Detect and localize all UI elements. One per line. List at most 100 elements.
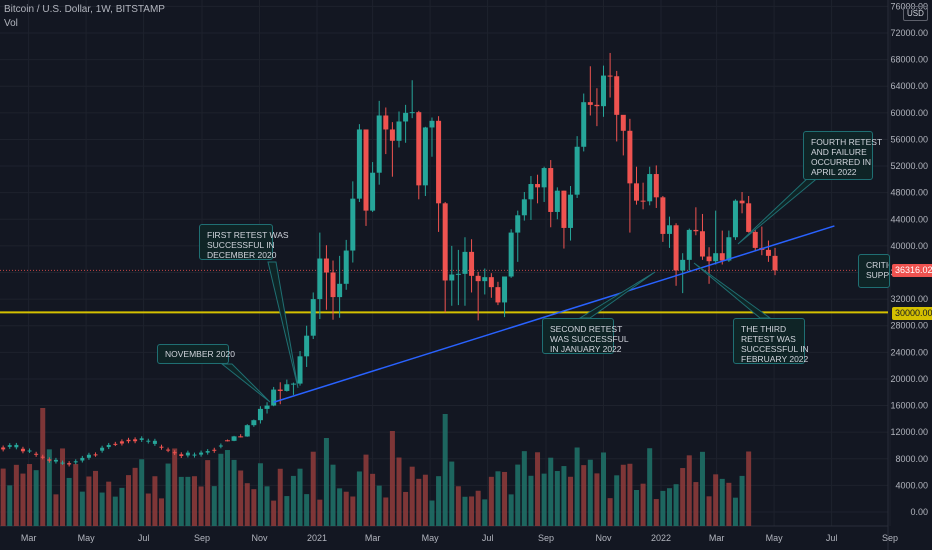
candle-body	[541, 168, 547, 188]
candle-body	[746, 203, 752, 232]
volume-bar	[244, 483, 250, 526]
candle-body	[126, 439, 131, 442]
candle-body	[436, 120, 442, 204]
candle-body	[238, 436, 244, 438]
volume-bar	[502, 471, 508, 526]
volume-bar	[739, 475, 745, 526]
candle-body	[581, 102, 587, 147]
candle-body	[488, 277, 494, 288]
volume-label: Vol	[4, 18, 18, 29]
y-tick-label: 20000.00	[890, 374, 928, 384]
candle-body	[139, 438, 144, 440]
candle-body	[304, 335, 310, 357]
candle-body	[100, 447, 105, 451]
volume-bar	[561, 466, 567, 526]
candle-body	[752, 231, 758, 248]
x-tick-label: Sep	[538, 533, 554, 543]
candle-body	[224, 440, 230, 442]
volume-bar	[191, 476, 197, 526]
volume-bar	[673, 484, 679, 526]
candle-body	[337, 283, 343, 298]
candle-body	[475, 275, 481, 282]
volume-bar	[126, 475, 132, 526]
candle-body	[53, 459, 58, 462]
candle-body	[257, 408, 263, 421]
candle-body	[502, 276, 508, 303]
volume-bar	[541, 473, 547, 526]
candle-body	[699, 231, 705, 257]
candle-body	[462, 251, 468, 274]
volume-bar	[205, 460, 211, 526]
candle-body	[422, 127, 428, 186]
candle-body	[106, 444, 111, 448]
volume-bar	[614, 475, 620, 526]
volume-bar	[251, 489, 257, 526]
candle-body	[205, 451, 210, 453]
candle-body	[244, 425, 250, 437]
x-tick-label: 2022	[651, 533, 671, 543]
volume-bar	[350, 496, 356, 526]
volume-bar	[343, 491, 349, 526]
volume-bar	[33, 470, 39, 526]
trendline	[273, 225, 835, 403]
volume-bar	[607, 498, 613, 526]
candle-body	[113, 443, 118, 445]
volume-bar	[554, 471, 560, 526]
volume-bar	[139, 459, 145, 526]
candle-body	[515, 215, 521, 233]
volume-bar	[178, 476, 184, 526]
candle-body	[640, 200, 646, 202]
candle-body	[277, 389, 283, 391]
volume-bar	[732, 497, 738, 526]
candle-body	[363, 129, 369, 211]
candle-body	[47, 459, 52, 461]
volume-bar	[640, 483, 646, 526]
candle-body	[317, 258, 323, 300]
volume-bar	[660, 490, 666, 526]
volume-bar	[581, 465, 587, 526]
y-tick-label: 4000.00	[895, 480, 928, 490]
volume-bar	[495, 471, 501, 526]
candle-body	[356, 129, 362, 199]
volume-bar	[376, 485, 382, 526]
volume-bar	[13, 464, 19, 526]
volume-bar	[284, 496, 290, 526]
volume-bar	[27, 464, 33, 526]
last-price-tag: 36316.02	[892, 264, 932, 277]
candle-body	[469, 251, 475, 276]
candle-body	[34, 453, 39, 455]
candle-body	[548, 168, 554, 212]
volume-bar	[257, 463, 263, 526]
y-tick-label: 44000.00	[890, 214, 928, 224]
candle-body	[1, 447, 6, 450]
x-tick-label: Jul	[826, 533, 838, 543]
volume-bar	[389, 431, 395, 526]
volume-bar	[290, 475, 296, 526]
x-tick-label: May	[766, 533, 784, 543]
candle-body	[561, 190, 567, 228]
volume-bar	[0, 468, 6, 526]
candle-body	[251, 420, 257, 426]
currency-badge[interactable]: USD	[903, 6, 928, 21]
x-tick-label: Jul	[482, 533, 494, 543]
candle-body	[403, 112, 409, 122]
y-tick-label: 32000.00	[890, 294, 928, 304]
volume-bar	[218, 453, 224, 526]
volume-bar	[330, 464, 336, 526]
candle-body	[152, 440, 157, 444]
volume-bar	[574, 447, 580, 526]
y-tick-label: 68000.00	[890, 55, 928, 65]
candle-body	[27, 450, 32, 452]
volume-bar	[185, 476, 191, 526]
annotation-pointer	[578, 271, 656, 319]
x-tick-label: Nov	[252, 533, 269, 543]
candle-body	[726, 237, 732, 261]
support-price-tag: 30000.00	[892, 307, 932, 320]
candle-body	[93, 454, 98, 456]
volume-bar	[515, 464, 521, 526]
volume-bar	[224, 450, 230, 526]
volume-bar	[198, 486, 204, 526]
volume-bar	[627, 463, 633, 526]
y-tick-label: 16000.00	[890, 401, 928, 411]
